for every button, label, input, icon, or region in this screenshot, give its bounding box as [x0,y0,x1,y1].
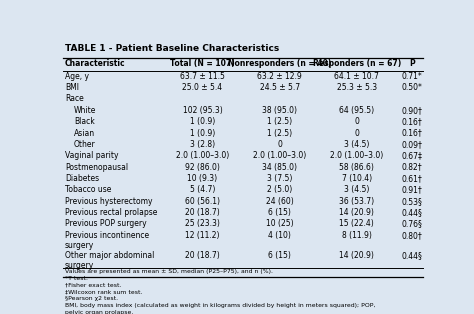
Text: 3 (2.8): 3 (2.8) [190,140,215,149]
Text: 7 (10.4): 7 (10.4) [342,174,372,183]
Text: Previous rectal prolapse: Previous rectal prolapse [65,208,157,217]
Text: 2.0 (1.00–3.0): 2.0 (1.00–3.0) [253,151,306,160]
Text: 0.16†: 0.16† [401,129,422,138]
Text: 0.61†: 0.61† [401,174,422,183]
Text: Vaginal parity: Vaginal parity [65,151,118,160]
Text: 8 (11.9): 8 (11.9) [342,231,372,240]
Text: 0.50*: 0.50* [401,83,422,92]
Text: 0.91†: 0.91† [401,185,422,194]
Text: Previous incontinence
surgery: Previous incontinence surgery [65,231,149,250]
Text: 0: 0 [355,117,359,126]
Text: 1 (2.5): 1 (2.5) [267,117,292,126]
Text: 15 (22.4): 15 (22.4) [339,219,374,229]
Text: 0.80†: 0.80† [401,231,422,240]
Text: 0.16†: 0.16† [401,117,422,126]
Text: Postmenopausal: Postmenopausal [65,163,128,172]
Text: Tobacco use: Tobacco use [65,185,111,194]
Text: BMI: BMI [65,83,79,92]
Text: 58 (86.6): 58 (86.6) [339,163,374,172]
Text: 0.82†: 0.82† [401,163,422,172]
Text: 2.0 (1.00–3.0): 2.0 (1.00–3.0) [330,151,383,160]
Text: 2.0 (1.00–3.0): 2.0 (1.00–3.0) [176,151,229,160]
Text: 0.76§: 0.76§ [401,219,422,229]
Text: 34 (85.0): 34 (85.0) [262,163,297,172]
Text: Race: Race [65,95,83,104]
Text: Previous POP surgery: Previous POP surgery [65,219,146,229]
Text: 25 (23.3): 25 (23.3) [185,219,220,229]
Text: 92 (86.0): 92 (86.0) [185,163,220,172]
Text: 5 (4.7): 5 (4.7) [190,185,215,194]
Text: Values are presented as mean ± SD, median (P25–P75), and n (%).
*T test.
†Fisher: Values are presented as mean ± SD, media… [65,269,375,314]
Text: 20 (18.7): 20 (18.7) [185,208,220,217]
Text: Diabetes: Diabetes [65,174,99,183]
Text: 0.09†: 0.09† [401,140,422,149]
Text: Previous hysterectomy: Previous hysterectomy [65,197,152,206]
Text: Asian: Asian [74,129,95,138]
Text: 0.44§: 0.44§ [401,208,422,217]
Text: 60 (56.1): 60 (56.1) [185,197,220,206]
Text: Nonresponders (n = 40): Nonresponders (n = 40) [228,59,331,68]
Text: 20 (18.7): 20 (18.7) [185,251,220,260]
Text: 0.90†: 0.90† [401,106,422,115]
Text: 0.53§: 0.53§ [401,197,422,206]
Text: 36 (53.7): 36 (53.7) [339,197,374,206]
Text: 24 (60): 24 (60) [266,197,293,206]
Text: 14 (20.9): 14 (20.9) [339,208,374,217]
Text: 25.3 ± 5.3: 25.3 ± 5.3 [337,83,377,92]
Text: 6 (15): 6 (15) [268,251,291,260]
Text: 6 (15): 6 (15) [268,208,291,217]
Text: 0.44§: 0.44§ [401,251,422,260]
Text: 38 (95.0): 38 (95.0) [262,106,297,115]
Text: Other major abdominal
surgery: Other major abdominal surgery [65,251,154,270]
Text: 1 (0.9): 1 (0.9) [190,117,215,126]
Text: 2 (5.0): 2 (5.0) [267,185,292,194]
Text: 25.0 ± 5.4: 25.0 ± 5.4 [182,83,223,92]
Text: 4 (10): 4 (10) [268,231,291,240]
Text: Total (N = 107): Total (N = 107) [170,59,235,68]
Text: 0: 0 [355,129,359,138]
Text: Age, y: Age, y [65,72,89,81]
Text: 10 (9.3): 10 (9.3) [187,174,218,183]
Text: 64 (95.5): 64 (95.5) [339,106,374,115]
Text: 0.71*: 0.71* [401,72,422,81]
Text: 63.7 ± 11.5: 63.7 ± 11.5 [180,72,225,81]
Text: Other: Other [74,140,96,149]
Text: 12 (11.2): 12 (11.2) [185,231,220,240]
Text: White: White [74,106,96,115]
Text: P: P [409,59,415,68]
Text: 3 (4.5): 3 (4.5) [344,140,370,149]
Text: 10 (25): 10 (25) [266,219,293,229]
Text: Black: Black [74,117,95,126]
Text: 102 (95.3): 102 (95.3) [182,106,222,115]
Text: 3 (4.5): 3 (4.5) [344,185,370,194]
Text: Characteristic: Characteristic [65,59,126,68]
Text: 63.2 ± 12.9: 63.2 ± 12.9 [257,72,302,81]
Text: 0.67‡: 0.67‡ [401,151,422,160]
Text: 1 (0.9): 1 (0.9) [190,129,215,138]
Text: 0: 0 [277,140,282,149]
Text: 64.1 ± 10.7: 64.1 ± 10.7 [334,72,379,81]
Text: TABLE 1 - Patient Baseline Characteristics: TABLE 1 - Patient Baseline Characteristi… [65,44,279,53]
Text: Responders (n = 67): Responders (n = 67) [313,59,401,68]
Text: 1 (2.5): 1 (2.5) [267,129,292,138]
Text: 3 (7.5): 3 (7.5) [267,174,292,183]
Text: 24.5 ± 5.7: 24.5 ± 5.7 [260,83,300,92]
Text: 14 (20.9): 14 (20.9) [339,251,374,260]
